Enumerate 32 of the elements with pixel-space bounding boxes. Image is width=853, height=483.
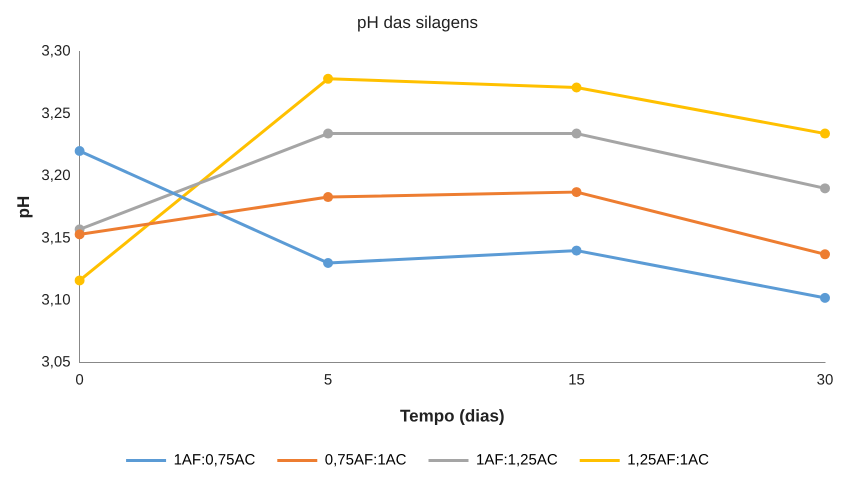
point xyxy=(572,187,582,198)
point xyxy=(323,128,334,139)
y-tick-label: 3,15 xyxy=(41,229,71,246)
legend-label: 0,75AF:1AC xyxy=(324,452,407,469)
point xyxy=(572,246,582,256)
y-tick-label: 3,10 xyxy=(41,292,71,308)
point xyxy=(74,229,85,240)
point xyxy=(572,128,582,139)
point xyxy=(820,183,830,194)
point xyxy=(323,74,334,84)
y-tick-label: 3,20 xyxy=(41,167,71,184)
y-tick-label: 3,25 xyxy=(41,104,71,122)
y-axis-title: pH xyxy=(14,196,33,218)
point xyxy=(74,275,85,286)
legend-label: 1AF:0,75AC xyxy=(174,452,256,469)
point xyxy=(323,192,334,202)
point xyxy=(820,128,830,139)
chart-title: pH das silagens xyxy=(357,12,478,32)
x-tick-label: 15 xyxy=(568,372,585,389)
y-tick-label: 3,30 xyxy=(41,42,71,60)
point xyxy=(572,82,582,92)
x-axis-title: Tempo (dias) xyxy=(400,406,505,426)
point xyxy=(74,146,85,156)
y-tick-label: 3,05 xyxy=(41,354,71,371)
point xyxy=(323,258,334,268)
legend-label: 1,25AF:1AC xyxy=(627,452,710,469)
point xyxy=(820,249,830,260)
point xyxy=(820,292,830,303)
legend-label: 1AF:1,25AC xyxy=(476,452,558,469)
x-tick-label: 0 xyxy=(75,372,84,389)
x-tick-label: 5 xyxy=(324,372,332,389)
x-tick-label: 30 xyxy=(816,372,834,389)
